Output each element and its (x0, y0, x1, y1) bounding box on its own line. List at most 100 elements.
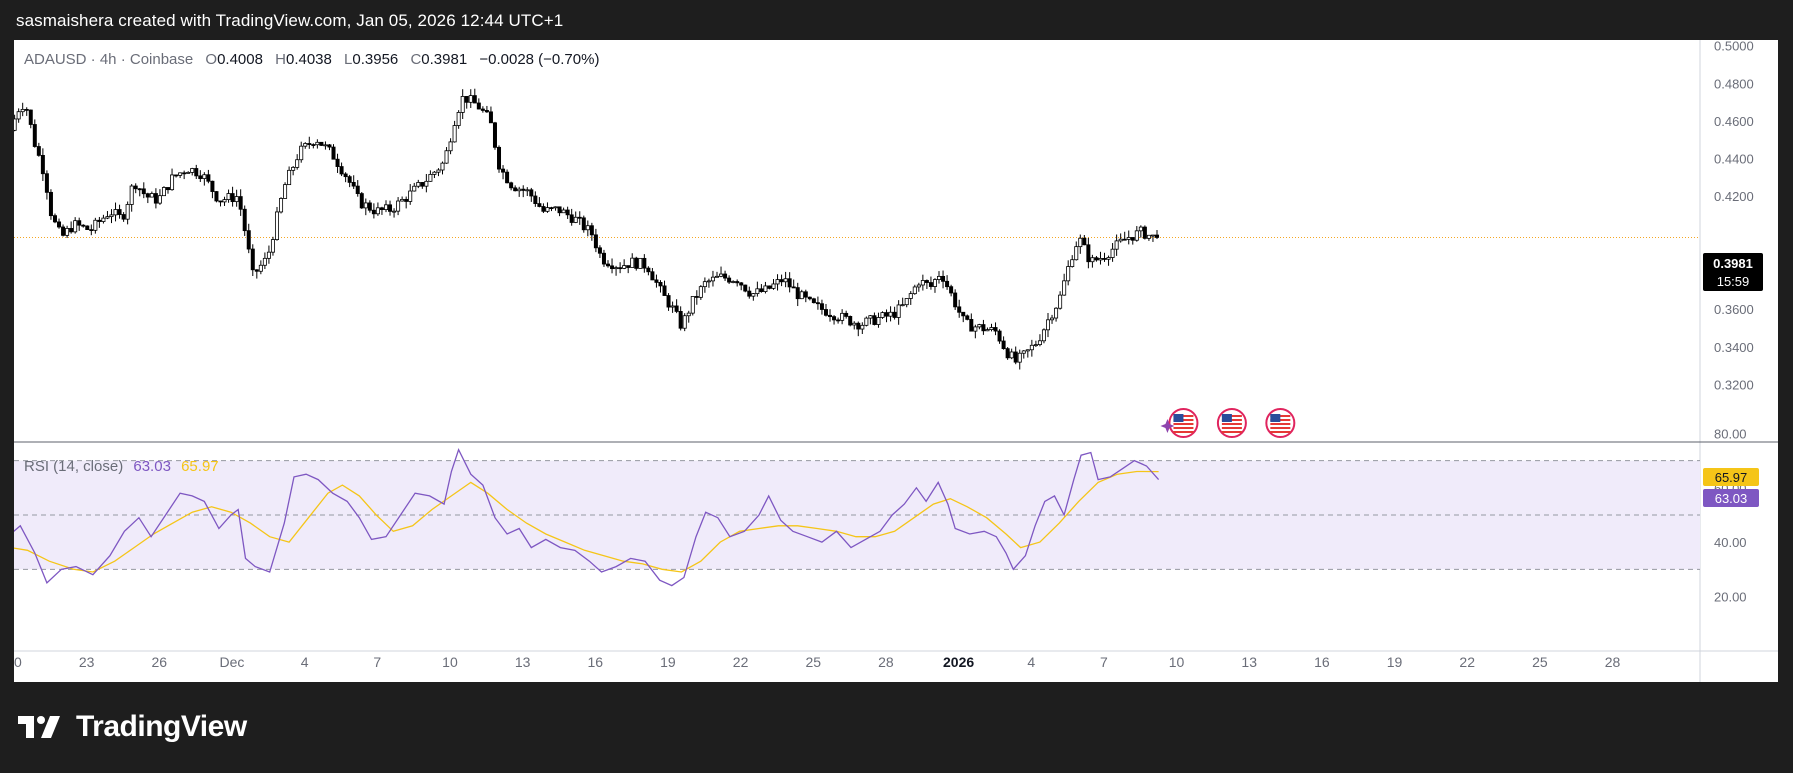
candle-up (291, 166, 296, 171)
candle-up (190, 168, 195, 173)
rsi-badge: 63.03 (1703, 489, 1759, 507)
time-tick-label: 19 (660, 654, 676, 670)
candle-up (436, 169, 441, 173)
candle-down (1013, 351, 1018, 363)
candle-down (404, 198, 409, 202)
symbol-legend: ADAUSD · 4h · Coinbase O0.4008 H0.4038 L… (24, 51, 599, 68)
candle-down (828, 314, 833, 318)
candle-down (961, 311, 966, 317)
candle-up (157, 195, 162, 204)
candle-up (258, 264, 263, 272)
candle-up (1033, 344, 1038, 347)
candle-up (170, 174, 175, 191)
change-value: −0.0028 (−0.70%) (479, 51, 599, 68)
candle-down (848, 316, 853, 326)
candle-up (315, 141, 320, 146)
candle-up (283, 184, 288, 199)
candle-down (214, 191, 219, 202)
candle-up (20, 108, 25, 113)
candle-up (614, 267, 619, 270)
candle-up (989, 327, 994, 331)
candle-up (274, 211, 279, 240)
candle-up (270, 239, 275, 253)
candle-down (505, 171, 510, 184)
candle-down (537, 203, 542, 207)
candle-up (1009, 351, 1014, 359)
high-label: H (275, 51, 286, 68)
candle-up (1017, 352, 1022, 363)
close-value: 0.3981 (421, 51, 467, 68)
us-event-flag-icon[interactable] (1265, 408, 1296, 438)
rsi-ma-line (10, 470, 1159, 573)
candle-up (868, 315, 873, 319)
economic-events[interactable] (1160, 408, 1296, 438)
chart-svg[interactable]: 0.50000.48000.46000.44000.42000.38000.36… (6, 39, 1778, 682)
price-tick-label: 0.4400 (1714, 152, 1754, 167)
candle-down (238, 196, 243, 210)
candle-down (1005, 348, 1010, 359)
candle-down (379, 207, 384, 210)
candle-down (32, 124, 37, 147)
candle-down (557, 206, 562, 214)
price-tick-label: 0.5000 (1714, 40, 1754, 54)
candle-down (420, 182, 425, 187)
candle-down (892, 311, 897, 318)
chart-panel[interactable]: 0.50000.48000.46000.44000.42000.38000.36… (6, 39, 1778, 682)
candle-down (941, 275, 946, 282)
price-tick-label: 0.3600 (1714, 302, 1754, 317)
rsi-tick-label: 20.00 (1714, 589, 1747, 604)
candle-down (137, 188, 142, 191)
candle-up (1070, 259, 1075, 267)
candle-down (727, 277, 732, 283)
candle-down (97, 219, 102, 222)
rsi-tick-label: 80.00 (1714, 426, 1747, 441)
candle-up (279, 198, 284, 213)
candle-up (222, 199, 227, 203)
symbol-label: ADAUSD · 4h · Coinbase (24, 51, 193, 68)
candle-down (541, 206, 546, 212)
candle-up (1106, 257, 1111, 260)
candle-up (1046, 319, 1051, 331)
candle-up (109, 214, 114, 218)
rsi-legend: RSI (14, close) 63.03 65.97 (24, 458, 219, 475)
time-tick-label: 7 (1100, 654, 1108, 670)
rsi-ma-legend-value: 65.97 (181, 458, 219, 475)
candle-up (916, 284, 921, 288)
price-axis[interactable]: 0.50000.48000.46000.44000.42000.38000.36… (1714, 39, 1754, 393)
candle-up (690, 296, 695, 314)
candle-down (371, 209, 376, 215)
candle-up (93, 219, 98, 231)
candle-up (775, 279, 780, 285)
candles-layer[interactable] (12, 88, 1159, 370)
time-tick-label: 10 (442, 654, 458, 670)
candle-up (375, 207, 380, 215)
candle-down (795, 287, 800, 300)
candle-up (295, 159, 300, 168)
candle-down (509, 182, 514, 189)
candle-down (634, 257, 639, 269)
candle-up (977, 324, 982, 328)
candle-down (307, 143, 312, 145)
us-event-flag-icon[interactable] (1216, 408, 1247, 438)
candle-down (198, 175, 203, 179)
candle-up (876, 317, 881, 325)
tradingview-brand[interactable]: TradingView (18, 710, 247, 744)
candle-up (973, 326, 978, 332)
candle-up (202, 174, 207, 179)
candle-down (48, 191, 53, 217)
candle-up (710, 276, 715, 282)
candle-down (339, 166, 344, 175)
candle-up (416, 182, 421, 187)
candle-down (319, 141, 324, 146)
candle-down (969, 319, 974, 332)
candle-down (133, 185, 138, 190)
rsi-ma-badge-bg (1703, 468, 1759, 486)
candle-down (69, 228, 74, 233)
candle-up (1138, 226, 1143, 232)
time-tick-label: 19 (1387, 654, 1403, 670)
us-event-flag-icon[interactable] (1160, 408, 1199, 438)
candle-up (1062, 280, 1067, 296)
last-price-badge-bg (1703, 253, 1763, 291)
time-axis[interactable]: 20 23 26 Dec 4 7 10 13 16 19 22 25 28 2026 4 7 10 13 16 19 2… (6, 654, 1621, 670)
